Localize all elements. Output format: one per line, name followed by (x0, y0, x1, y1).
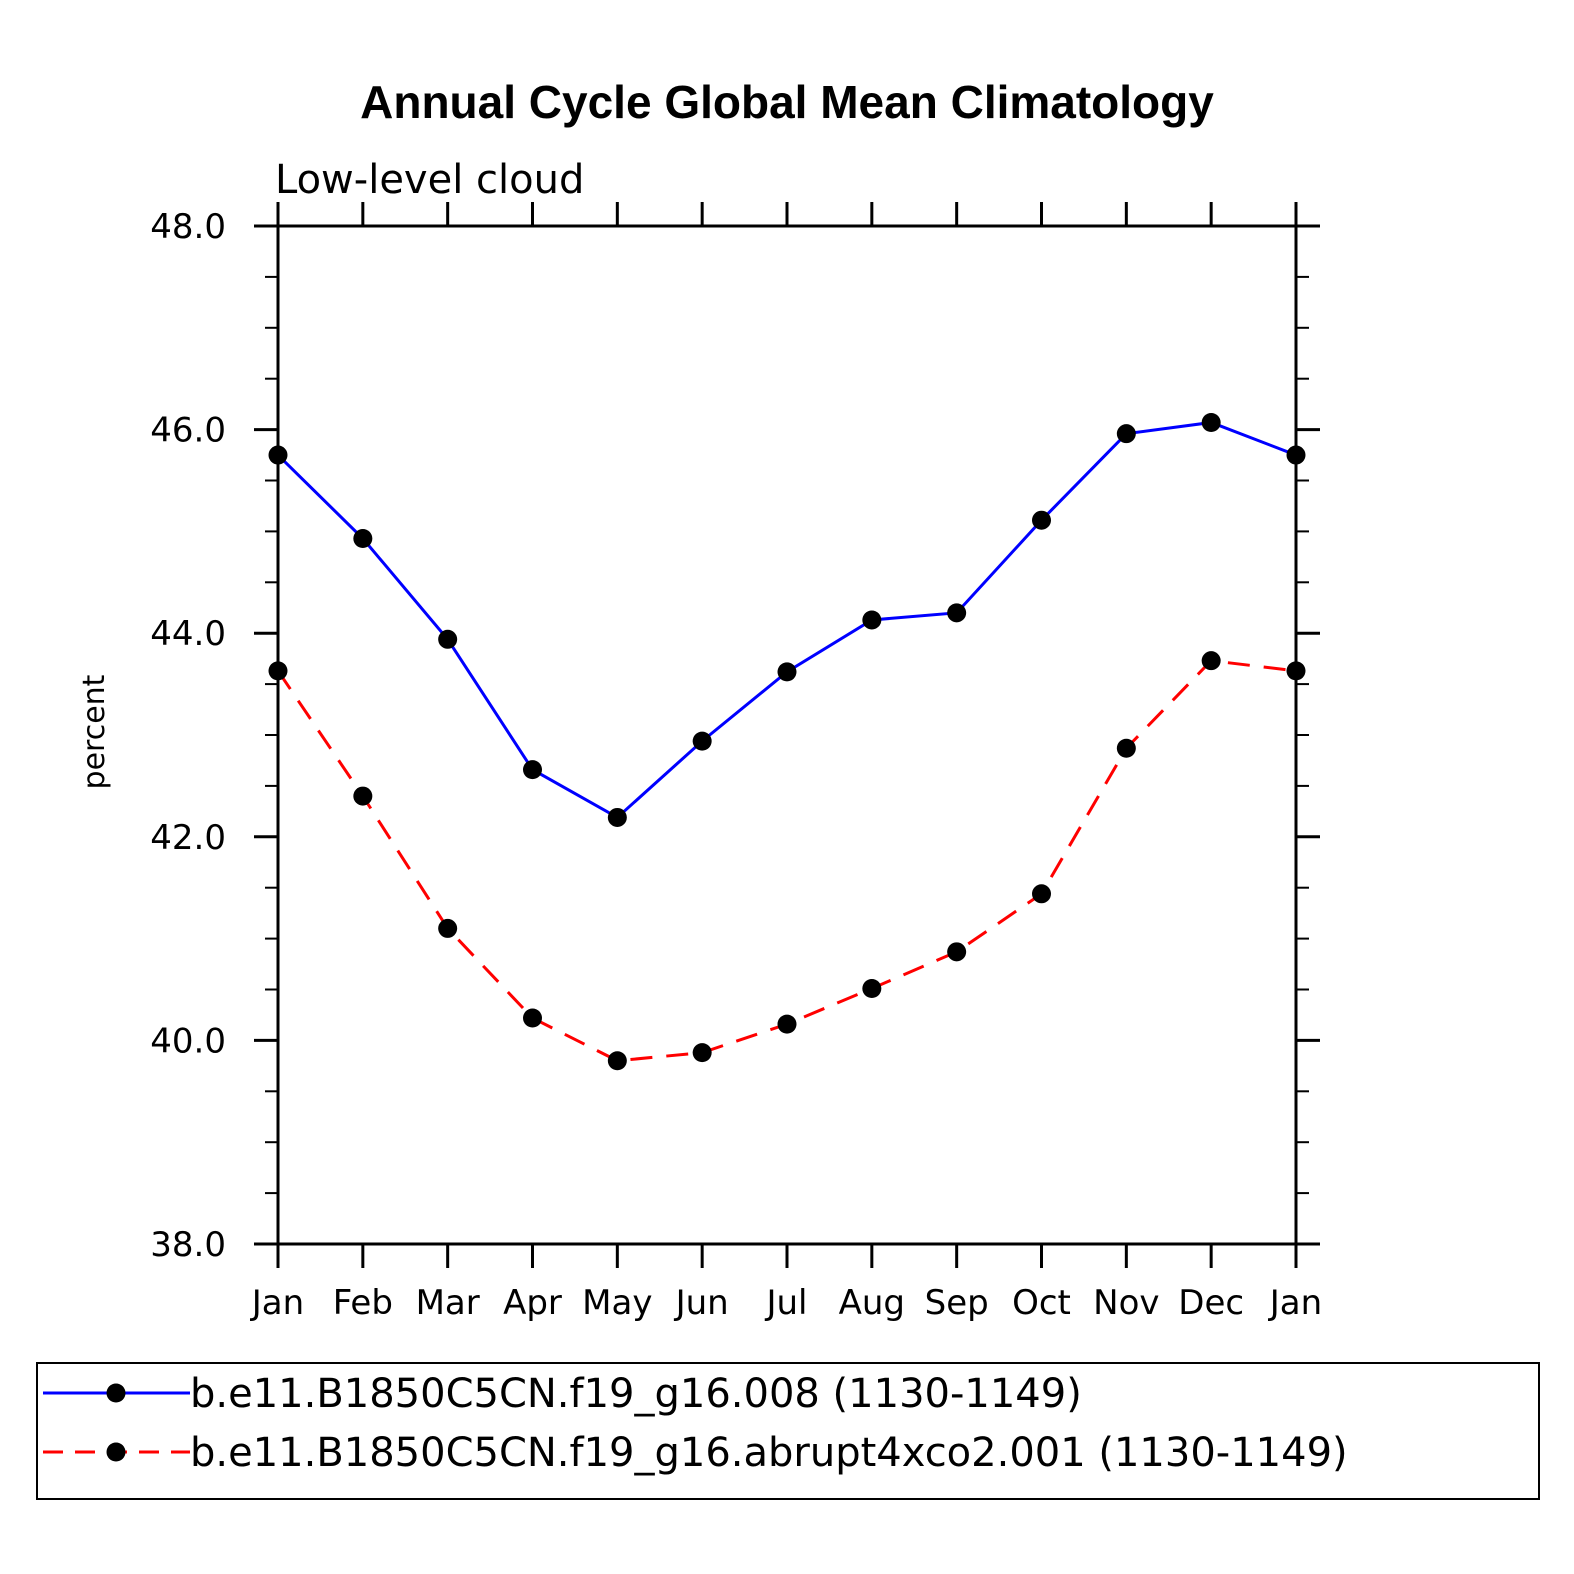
series-2-point (523, 1008, 542, 1028)
series-2-point (1032, 884, 1051, 904)
y-tick-label: 44.0 (150, 614, 226, 654)
x-tick-label: Apr (503, 1283, 562, 1323)
series-2-point (862, 978, 882, 998)
legend-marker-1 (106, 1383, 126, 1403)
y-tick-label: 38.0 (150, 1225, 226, 1265)
x-tick-label: Aug (839, 1283, 905, 1323)
x-tick-label: Feb (333, 1283, 393, 1323)
series-1-point (1116, 424, 1136, 444)
x-tick-label: Jan (250, 1283, 304, 1323)
series-2-point (1201, 651, 1221, 671)
series-2-point (1116, 738, 1136, 758)
x-tick-label: Jun (674, 1283, 729, 1323)
x-tick-label: Dec (1178, 1283, 1244, 1323)
legend: b.e11.B1850C5CN.f19_g16.008 (1130-1149) b… (43, 1371, 1348, 1476)
y-axis-label: percent (77, 674, 112, 789)
series-1-point (692, 731, 712, 751)
series-2-point (692, 1043, 712, 1063)
series-layer (268, 412, 1306, 1071)
series-2-point (353, 786, 373, 806)
series-1-point (1032, 510, 1051, 530)
chart-title: Annual Cycle Global Mean Climatology (360, 76, 1214, 128)
series-1-point (353, 529, 373, 549)
legend-box (36, 1362, 1540, 1500)
plot-frame (276, 224, 1298, 1246)
y-tick-label: 42.0 (150, 818, 226, 858)
y-tick-label: 40.0 (150, 1021, 226, 1061)
x-tick-label: Oct (1012, 1283, 1071, 1323)
series-2-point (438, 918, 458, 938)
x-tick-labels: Jan Feb Mar Apr May Jun Jul Aug Sep Oct Nov Dec Jan (250, 1283, 1322, 1323)
series-line-2 (276, 659, 1297, 1063)
series-2-point (1286, 661, 1306, 681)
y-tick-labels: 38.0 40.0 42.0 44.0 46.0 48.0 (150, 207, 226, 1265)
x-tick-label: Jul (764, 1283, 807, 1323)
legend-label-1: b.e11.B1850C5CN.f19_g16.008 (1130-1149) (190, 1371, 1082, 1417)
x-tick-label: May (582, 1283, 652, 1323)
series-2-point (268, 661, 288, 681)
series-1-point (438, 629, 458, 649)
chart-subtitle: Low-level cloud (275, 157, 584, 203)
series-1-point (1286, 445, 1306, 465)
series-1-point (607, 807, 627, 827)
series-1-point (777, 662, 797, 682)
y-tick-label: 48.0 (150, 207, 226, 247)
series-1-point (947, 603, 967, 623)
axis-ticks (254, 202, 1320, 1268)
series-1-point (268, 445, 288, 465)
y-tick-label: 46.0 (150, 411, 226, 451)
series-1-point (862, 610, 882, 630)
series-1-point (1201, 412, 1221, 432)
x-tick-label: Mar (416, 1283, 480, 1323)
legend-marker-2 (106, 1442, 126, 1462)
series-2-point (607, 1051, 627, 1071)
series-1-point (523, 760, 542, 780)
series-2-point (947, 942, 967, 962)
series-line-1 (276, 420, 1297, 820)
x-tick-label: Sep (925, 1283, 989, 1323)
x-tick-label: Jan (1268, 1283, 1322, 1323)
legend-label-2: b.e11.B1850C5CN.f19_g16.abrupt4xco2.001 … (190, 1430, 1348, 1476)
x-tick-label: Nov (1093, 1283, 1159, 1323)
series-2-point (777, 1014, 797, 1034)
